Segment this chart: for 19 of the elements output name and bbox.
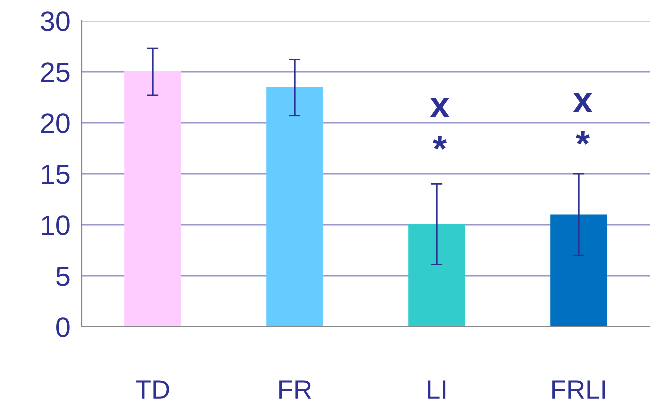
bar [124, 70, 182, 327]
y-tick-label: 15 [42, 164, 70, 184]
y-tick-label: 10 [42, 216, 70, 236]
annotation: * [433, 136, 447, 150]
bar [550, 214, 608, 327]
annotation: x [430, 98, 450, 118]
bar [408, 224, 466, 327]
y-tick-label: 30 [41, 12, 70, 32]
bar [266, 87, 324, 327]
x-tick-label: TD [136, 380, 170, 399]
y-tick-label: 0 [56, 318, 70, 338]
x-tick-label: FR [280, 380, 312, 399]
y-tick-label: 25 [41, 62, 70, 82]
annotation: x [573, 93, 593, 112]
x-tick-label: LI [428, 380, 446, 399]
annotation: * [576, 131, 590, 145]
y-tick-label: 5 [56, 266, 70, 286]
x-tick-label: FRLI [552, 380, 606, 399]
y-tick-label: 20 [41, 114, 70, 134]
